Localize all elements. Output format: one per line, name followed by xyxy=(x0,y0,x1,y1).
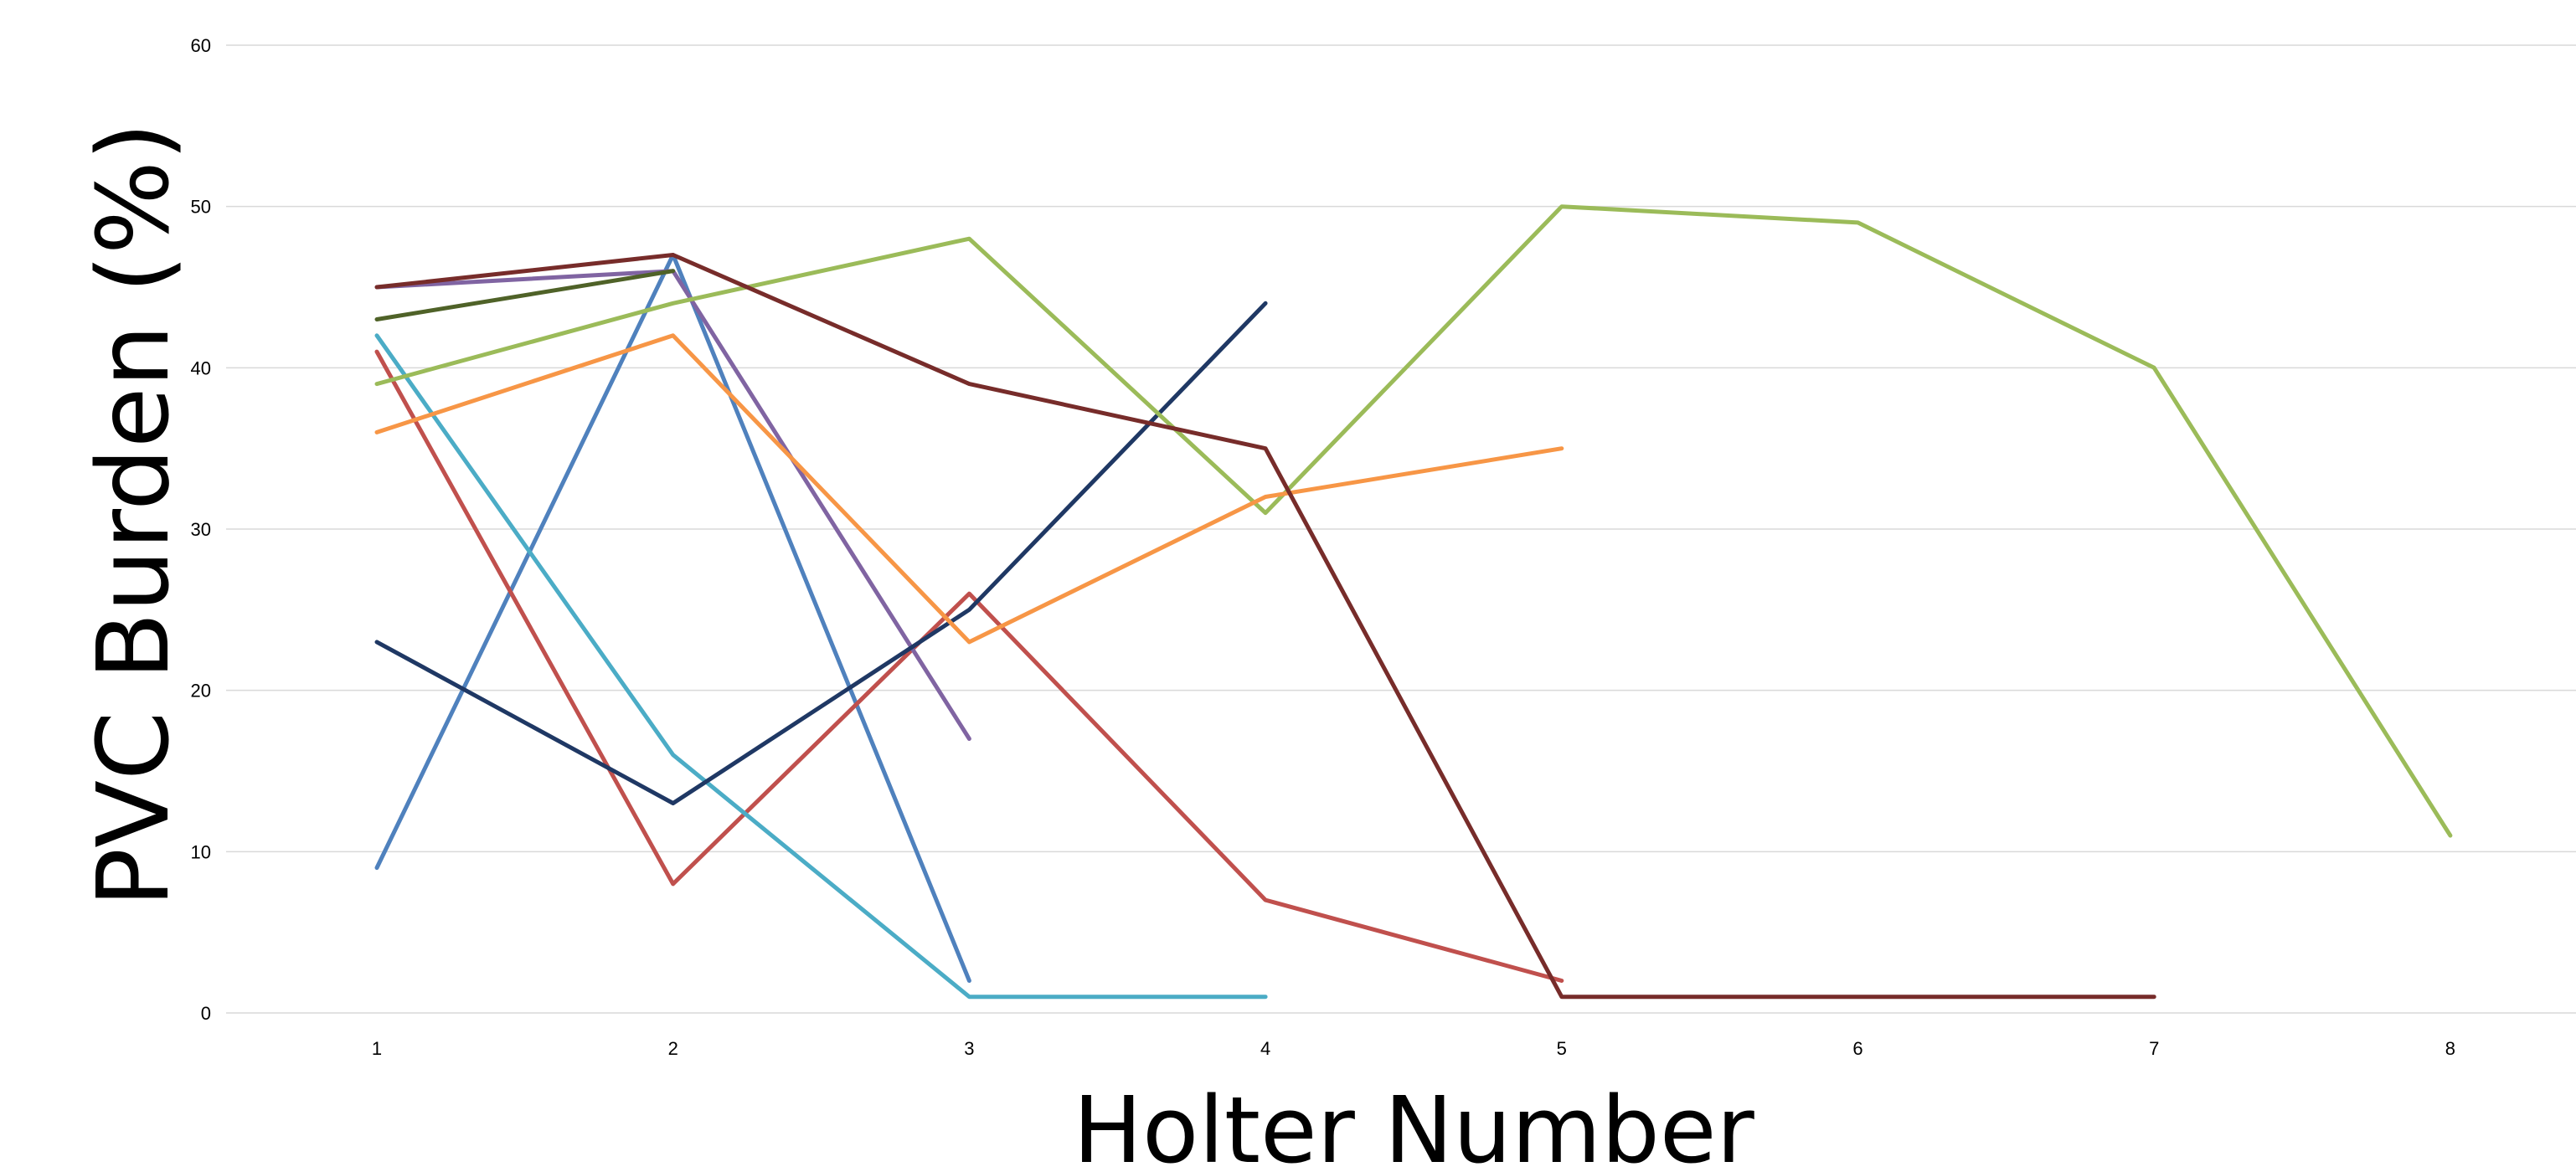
x-axis-title: Holter Number xyxy=(1073,1077,1754,1172)
y-tick-label: 60 xyxy=(191,35,211,56)
series-line-2 xyxy=(374,349,1564,983)
y-tick-label: 30 xyxy=(191,519,211,540)
x-tick-label: 7 xyxy=(2149,1038,2159,1059)
series-line-7 xyxy=(374,204,2453,838)
series-lines xyxy=(374,204,2453,1000)
y-tick-label: 40 xyxy=(191,357,211,378)
y-tick-label: 10 xyxy=(191,841,211,862)
y-tick-label: 20 xyxy=(191,681,211,702)
x-tick-label: 2 xyxy=(668,1038,678,1059)
x-tick-label: 1 xyxy=(372,1038,382,1059)
gridlines xyxy=(226,44,2576,1014)
series-line-8 xyxy=(374,333,1564,645)
x-tick-label: 6 xyxy=(1852,1038,1862,1059)
x-tick-label: 5 xyxy=(1557,1038,1567,1059)
x-tick-label: 8 xyxy=(2445,1038,2455,1059)
x-axis-ticks: 1 2 3 4 5 6 7 8 xyxy=(372,1038,2455,1059)
series-line-5 xyxy=(374,301,1268,805)
x-tick-label: 3 xyxy=(964,1038,974,1059)
x-tick-label: 4 xyxy=(1260,1038,1270,1059)
y-tick-label: 0 xyxy=(201,1003,211,1024)
series-line-1 xyxy=(374,253,971,983)
series-line-6 xyxy=(374,269,676,321)
y-tick-label: 50 xyxy=(191,197,211,218)
y-axis-ticks: 0 10 20 30 40 50 60 xyxy=(191,35,211,1024)
series-line-9 xyxy=(374,253,2156,1000)
series-line-3 xyxy=(374,333,1268,1000)
y-axis-title: PVC Burden (%) xyxy=(75,122,191,907)
